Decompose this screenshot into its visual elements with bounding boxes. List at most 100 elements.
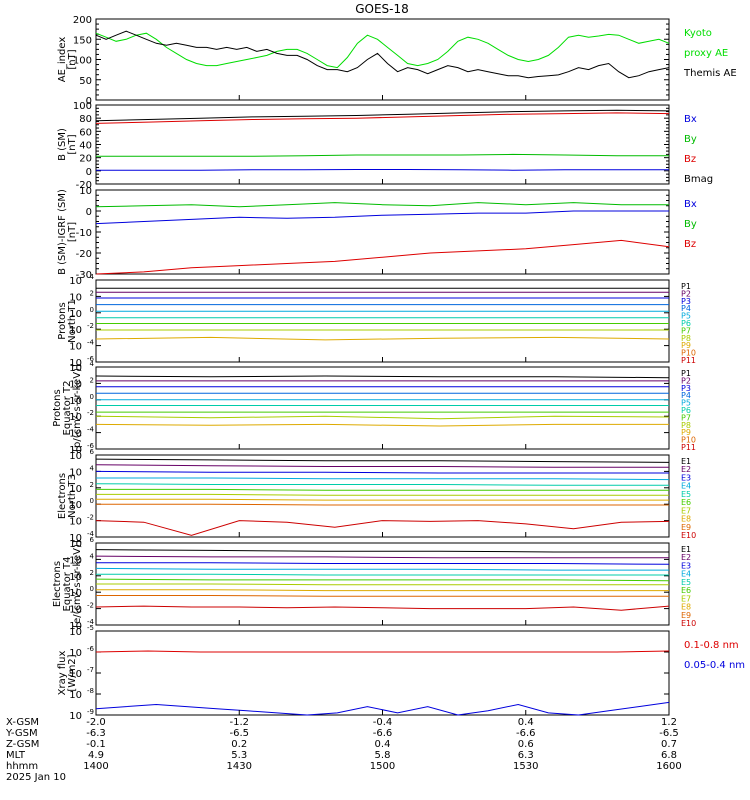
y-tick-exponent: -4 bbox=[87, 530, 95, 538]
series-e4 bbox=[95, 567, 669, 571]
legend-item: E6 bbox=[681, 498, 691, 507]
legend-item: P4 bbox=[681, 304, 691, 313]
series-e7 bbox=[96, 493, 669, 496]
legend-item: P5 bbox=[681, 399, 691, 408]
x-tick-label: 0.6 bbox=[518, 739, 534, 750]
legend-item: E10 bbox=[681, 531, 696, 540]
y-axis-label: Xray flux bbox=[57, 651, 68, 696]
legend-item: E10 bbox=[681, 619, 696, 628]
legend-item: E6 bbox=[681, 586, 691, 595]
series-bx bbox=[96, 169, 669, 171]
series-bz bbox=[95, 239, 670, 275]
x-tick-label: 6.8 bbox=[661, 750, 677, 761]
y-tick-label: 10 bbox=[69, 500, 82, 511]
y-tick-label: 10 bbox=[69, 325, 82, 336]
y-tick-exponent: -4 bbox=[87, 618, 95, 626]
legend-item: E9 bbox=[681, 611, 691, 620]
y-tick-exponent: -7 bbox=[87, 666, 94, 674]
y-tick-exponent: -4 bbox=[87, 426, 95, 434]
y-tick-label: 10 bbox=[69, 451, 82, 462]
y-tick-exponent: -9 bbox=[87, 708, 94, 716]
figure-title: GOES-18 bbox=[355, 2, 409, 16]
legend-item: E5 bbox=[681, 490, 691, 499]
y-tick-exponent: 4 bbox=[90, 464, 95, 472]
y-tick-exponent: 6 bbox=[90, 536, 95, 544]
legend-item: E3 bbox=[681, 473, 691, 482]
x-tick-label: 4.9 bbox=[88, 750, 104, 761]
legend-item: Bmag bbox=[684, 174, 713, 185]
legend-item: P8 bbox=[681, 334, 691, 343]
x-tick-label: -6.3 bbox=[86, 728, 106, 739]
x-tick-label: 1600 bbox=[656, 761, 681, 772]
series-kyoto-proxy-ae bbox=[95, 32, 670, 69]
series-by bbox=[96, 153, 669, 157]
y-tick-label: 10 bbox=[69, 276, 82, 287]
y-tick-exponent: -6 bbox=[87, 645, 95, 653]
legend-item: P7 bbox=[681, 326, 691, 335]
series-p9 bbox=[95, 423, 669, 427]
y-axis-label: Equator T2 bbox=[62, 381, 73, 436]
y-tick-label: -20 bbox=[76, 249, 92, 260]
series-e2 bbox=[95, 464, 669, 468]
series-0-05-0-4-nm bbox=[95, 701, 670, 716]
y-tick-label: 10 bbox=[69, 605, 82, 616]
legend-item: P10 bbox=[681, 436, 696, 445]
y-axis-label: Protons bbox=[52, 389, 63, 426]
series-e2 bbox=[95, 555, 669, 559]
legend-item: 0.05-0.4 nm bbox=[684, 660, 745, 671]
legend-item: E8 bbox=[681, 515, 691, 524]
legend-item: proxy AE bbox=[684, 48, 728, 59]
x-tick-label: 0.4 bbox=[375, 739, 391, 750]
y-tick-label: 150 bbox=[73, 35, 92, 46]
y-tick-label: 10 bbox=[69, 309, 82, 320]
legend-item: P9 bbox=[681, 341, 691, 350]
x-tick-label: 0.7 bbox=[661, 739, 677, 750]
y-tick-label: 100 bbox=[73, 56, 92, 67]
panel-frame bbox=[95, 366, 670, 450]
y-tick-label: 40 bbox=[79, 141, 92, 152]
legend-item: 0.1-0.8 nm bbox=[684, 640, 739, 651]
y-axis-label: [W/m2] bbox=[67, 654, 78, 691]
series-e5 bbox=[95, 483, 669, 486]
panel-pnorth: 10 -6 10 -4 10 -2 10 0 10 2 10 4 Protons North T1 P1P2… bbox=[57, 273, 696, 369]
y-tick-label: 60 bbox=[79, 127, 92, 138]
x-row-label: Z-GSM bbox=[6, 739, 39, 750]
y-axis-label: [nT] bbox=[67, 222, 78, 242]
y-tick-label: -10 bbox=[76, 228, 92, 239]
series-e1 bbox=[95, 458, 670, 463]
panel-eequator: 10 -4 10 -2 10 0 10 2 10 4 10 6 Electrons Equator T4[… bbox=[52, 536, 696, 632]
y-tick-exponent: -2 bbox=[87, 514, 94, 522]
y-tick-label: 10 bbox=[69, 517, 82, 528]
y-axis-label: B (SM)-IGRF (SM) bbox=[57, 189, 68, 275]
legend-item: By bbox=[684, 219, 697, 230]
series-e8 bbox=[96, 589, 669, 592]
y-tick-label: 0 bbox=[86, 167, 92, 178]
legend-item: E3 bbox=[681, 561, 691, 570]
y-tick-exponent: 2 bbox=[90, 289, 94, 297]
legend-item: P6 bbox=[681, 406, 691, 415]
x-tick-label: 6.3 bbox=[518, 750, 534, 761]
y-tick-exponent: 4 bbox=[90, 360, 95, 368]
legend-item: E7 bbox=[681, 594, 691, 603]
y-axis-label: Electrons bbox=[52, 561, 63, 607]
legend-item: P7 bbox=[681, 413, 691, 422]
x-tick-label: 0.2 bbox=[231, 739, 247, 750]
x-tick-label: 1430 bbox=[227, 761, 252, 772]
panel-frame bbox=[95, 104, 670, 185]
y-tick-label: 10 bbox=[69, 669, 82, 680]
legend-item: E2 bbox=[681, 553, 691, 562]
series-bmag bbox=[95, 109, 670, 122]
y-tick-label: 10 bbox=[69, 711, 82, 722]
y-tick-label: 20 bbox=[79, 154, 92, 165]
series-e10 bbox=[95, 520, 670, 536]
series-e5 bbox=[96, 573, 669, 576]
series-e3 bbox=[95, 470, 669, 474]
x-row-label: MLT bbox=[6, 750, 26, 761]
y-tick-label: 10 bbox=[69, 396, 82, 407]
series-by bbox=[95, 202, 669, 208]
y-tick-label: 10 bbox=[69, 445, 82, 456]
y-tick-exponent: 0 bbox=[90, 585, 94, 593]
panel-frame bbox=[95, 18, 670, 101]
y-axis-label: North T1 bbox=[67, 299, 78, 343]
y-tick-label: 80 bbox=[79, 114, 92, 125]
